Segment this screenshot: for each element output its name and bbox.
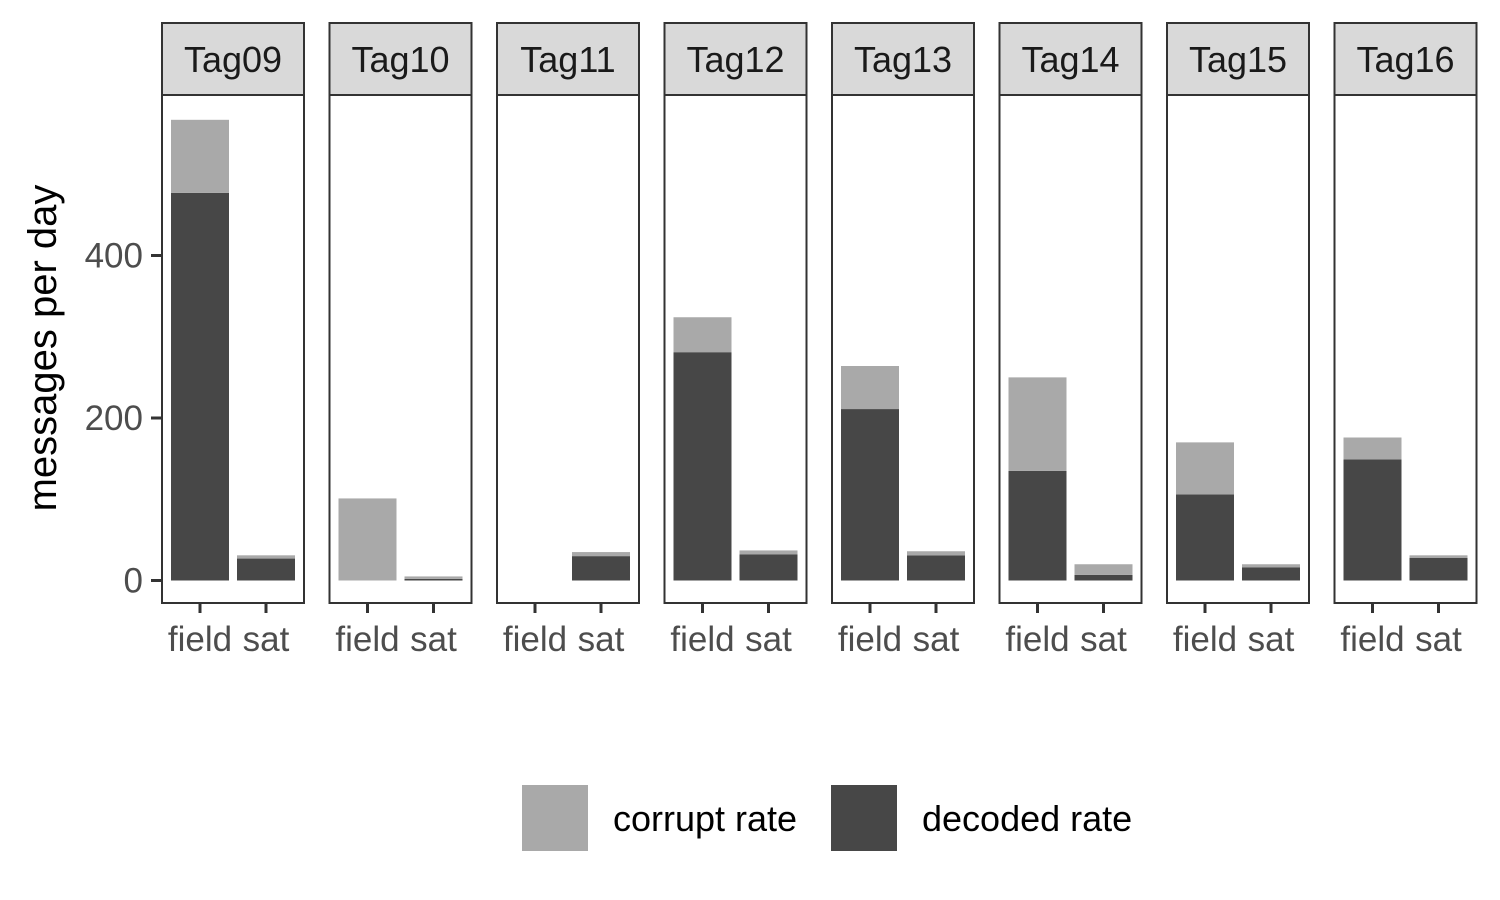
x-tick-label: sat bbox=[1080, 620, 1127, 659]
bar-decoded-tag16-sat bbox=[1409, 557, 1468, 581]
bar-decoded-tag15-sat bbox=[1242, 567, 1300, 581]
x-tick-label: sat bbox=[578, 620, 625, 659]
facet-panel-tag14: Tag14 field sat bbox=[998, 22, 1143, 659]
facet-panel-tag12: Tag12 field sat bbox=[663, 22, 808, 659]
facet-label: Tag15 bbox=[1189, 39, 1287, 80]
bar-corrupt-tag11-sat bbox=[572, 552, 630, 557]
bar-decoded-tag15-field bbox=[1176, 494, 1234, 581]
facet-strip bbox=[831, 22, 975, 96]
facet-strip bbox=[161, 22, 305, 96]
x-tick-label: field bbox=[1005, 620, 1069, 659]
bar-corrupt-tag09-sat bbox=[237, 555, 295, 559]
bar-corrupt-tag15-field bbox=[1176, 442, 1234, 495]
x-tick-label: field bbox=[168, 620, 232, 659]
legend: corrupt rate decoded rate bbox=[522, 785, 1132, 851]
facet-panel-tag10: Tag10 field sat bbox=[328, 22, 473, 659]
bar-corrupt-tag14-field bbox=[1008, 377, 1067, 471]
legend-label: corrupt rate bbox=[613, 798, 797, 839]
bar-corrupt-tag13-field bbox=[841, 366, 899, 410]
bar-corrupt-tag09-field bbox=[171, 119, 229, 193]
x-tick-label: field bbox=[838, 620, 902, 659]
bar-decoded-tag14-field bbox=[1008, 470, 1067, 581]
facet-label: Tag16 bbox=[1356, 39, 1454, 80]
facet-plot-area bbox=[496, 94, 640, 604]
x-tick-label: sat bbox=[243, 620, 290, 659]
y-axis-title: messages per day bbox=[21, 185, 65, 512]
bar-decoded-tag10-sat bbox=[404, 578, 463, 581]
legend-key-corrupt-rate bbox=[522, 785, 588, 851]
bar-corrupt-tag13-sat bbox=[907, 551, 965, 556]
bar-decoded-tag09-sat bbox=[237, 558, 295, 581]
bar-decoded-tag09-field bbox=[171, 192, 229, 581]
facet-label: Tag14 bbox=[1021, 39, 1119, 80]
x-tick-label: field bbox=[335, 620, 399, 659]
bar-corrupt-tag12-sat bbox=[739, 550, 798, 555]
bar-corrupt-tag10-field bbox=[338, 498, 397, 581]
facet-strip bbox=[663, 22, 808, 96]
bar-corrupt-tag14-sat bbox=[1074, 564, 1133, 575]
facet-strip bbox=[998, 22, 1143, 96]
bar-corrupt-tag16-sat bbox=[1409, 555, 1468, 558]
bar-decoded-tag16-field bbox=[1343, 459, 1402, 581]
bar-decoded-tag12-sat bbox=[739, 554, 798, 581]
bar-decoded-tag14-sat bbox=[1074, 574, 1133, 581]
y-tick-label: 200 bbox=[85, 399, 143, 438]
facet-label: Tag11 bbox=[520, 39, 615, 80]
y-tick-label: 0 bbox=[124, 562, 143, 601]
y-axis: 0 200 400 bbox=[85, 237, 162, 601]
x-tick-label: field bbox=[1173, 620, 1237, 659]
facet-strip bbox=[1166, 22, 1310, 96]
facet-panel-tag11: Tag11 field sat bbox=[496, 22, 640, 659]
facet-label: Tag12 bbox=[686, 39, 784, 80]
x-tick-label: sat bbox=[913, 620, 960, 659]
bar-decoded-tag11-sat bbox=[572, 556, 630, 581]
x-tick-label: sat bbox=[745, 620, 792, 659]
bar-corrupt-tag16-field bbox=[1343, 437, 1402, 460]
facet-label: Tag10 bbox=[351, 39, 449, 80]
x-tick-label: field bbox=[670, 620, 734, 659]
facet-panel-tag16: Tag16 field sat bbox=[1333, 22, 1478, 659]
facet-strip bbox=[496, 22, 640, 96]
facet-label: Tag09 bbox=[184, 39, 282, 80]
facet-panel-tag15: Tag15 field sat bbox=[1166, 22, 1310, 659]
facet-label: Tag13 bbox=[854, 39, 952, 80]
bar-corrupt-tag10-sat bbox=[404, 576, 463, 579]
bar-decoded-tag13-sat bbox=[907, 555, 965, 581]
x-tick-label: field bbox=[1340, 620, 1404, 659]
facet-strip bbox=[328, 22, 473, 96]
legend-key-decoded-rate bbox=[831, 785, 897, 851]
legend-label: decoded rate bbox=[922, 798, 1132, 839]
x-tick-label: sat bbox=[410, 620, 457, 659]
y-tick-label: 400 bbox=[85, 237, 143, 276]
bar-decoded-tag13-field bbox=[841, 409, 899, 581]
x-tick-label: field bbox=[503, 620, 567, 659]
bar-corrupt-tag15-sat bbox=[1242, 564, 1300, 568]
x-tick-label: sat bbox=[1415, 620, 1462, 659]
bar-corrupt-tag12-field bbox=[673, 317, 732, 353]
x-tick-label: sat bbox=[1248, 620, 1295, 659]
bar-decoded-tag12-field bbox=[673, 352, 732, 581]
facet-panel-tag09: Tag09 field sat bbox=[161, 22, 305, 659]
facet-panel-tag13: Tag13 field sat bbox=[831, 22, 975, 659]
